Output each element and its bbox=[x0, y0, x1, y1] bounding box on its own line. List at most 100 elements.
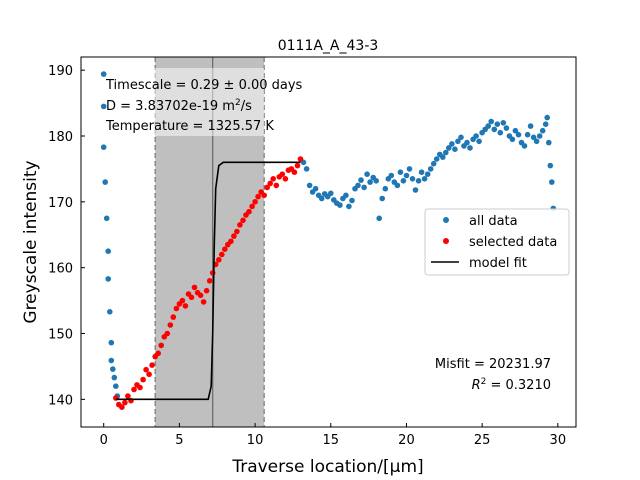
selected-data-point bbox=[143, 366, 149, 373]
all-data-point bbox=[409, 176, 416, 182]
all-data-point bbox=[108, 357, 115, 364]
all-data-point bbox=[312, 185, 319, 192]
all-data-point bbox=[443, 149, 449, 156]
all-data-point bbox=[533, 138, 540, 145]
all-data-point bbox=[349, 197, 355, 204]
selected-data-point bbox=[167, 322, 174, 328]
selected-data-point bbox=[255, 193, 261, 200]
all-data-point bbox=[346, 203, 352, 210]
selected-data-point bbox=[240, 217, 246, 224]
all-data-point bbox=[427, 166, 434, 172]
all-data-point bbox=[364, 171, 370, 177]
selected-data-point bbox=[270, 176, 277, 182]
selected-data-point bbox=[137, 384, 143, 391]
selected-data-point bbox=[249, 203, 255, 210]
selected-data-point bbox=[200, 299, 207, 305]
timescale-label: Timescale = 0.29 ± 0.00 days bbox=[105, 78, 303, 93]
legend-label-model-fit: model fit bbox=[469, 256, 527, 271]
selected-data-point bbox=[149, 362, 155, 368]
x-axis-label: Traverse location/[μm] bbox=[231, 457, 423, 477]
selected-data-point bbox=[222, 246, 228, 252]
plot-frame bbox=[80, 56, 577, 428]
selected-data-point bbox=[252, 199, 258, 205]
all-data-point bbox=[355, 182, 361, 189]
all-data-point bbox=[415, 178, 422, 184]
all-data-point bbox=[373, 178, 380, 184]
diffusivity-label: D = 3.83702e-19 m2/s bbox=[106, 98, 252, 114]
selected-data-point bbox=[294, 162, 301, 169]
selected-data-point bbox=[155, 350, 161, 357]
all-data-point bbox=[542, 121, 549, 127]
y-axis-label: Greyscale intensity bbox=[21, 160, 41, 323]
y-tick-label: 150 bbox=[48, 328, 73, 343]
selected-data-point bbox=[146, 371, 152, 378]
all-data-point bbox=[491, 126, 498, 133]
all-data-point bbox=[303, 166, 310, 172]
misfit-label: Misfit = 20231.97 bbox=[435, 357, 551, 372]
all-data-point bbox=[361, 184, 367, 191]
chart-title: 0111A_A_43-3 bbox=[278, 38, 379, 54]
all-data-point bbox=[464, 139, 470, 146]
all-data-point bbox=[400, 178, 407, 184]
all-data-point bbox=[544, 114, 550, 121]
all-data-point bbox=[473, 133, 479, 139]
selected-data-point bbox=[273, 182, 280, 189]
selected-data-point bbox=[219, 251, 225, 258]
x-tick-label: 0 bbox=[100, 433, 108, 448]
selected-data-point bbox=[206, 278, 213, 284]
all-data-point bbox=[105, 276, 111, 282]
selected-data-point bbox=[158, 342, 164, 349]
all-data-point bbox=[485, 123, 492, 129]
all-data-point bbox=[546, 139, 552, 146]
all-data-point bbox=[379, 195, 386, 202]
selected-data-point bbox=[291, 169, 298, 175]
x-tick-label: 15 bbox=[322, 433, 339, 448]
selected-data-point bbox=[264, 184, 271, 191]
all-data-point bbox=[521, 143, 528, 149]
all-data-point bbox=[467, 145, 473, 151]
all-data-point bbox=[108, 339, 115, 346]
selected-data-point bbox=[119, 404, 125, 411]
selected-data-point bbox=[125, 393, 131, 399]
selected-data-point bbox=[279, 171, 286, 177]
x-tick-label: 10 bbox=[247, 433, 264, 448]
all-data-point bbox=[500, 120, 507, 126]
x-tick-label: 30 bbox=[550, 433, 567, 448]
legend-label-selected-data: selected data bbox=[469, 235, 557, 250]
all-data-point bbox=[110, 366, 116, 372]
all-data-point bbox=[103, 215, 110, 222]
all-data-point bbox=[358, 177, 364, 183]
all-data-point bbox=[530, 134, 537, 141]
all-data-point bbox=[424, 171, 431, 177]
all-data-point bbox=[440, 154, 446, 160]
selected-data-point bbox=[191, 284, 198, 291]
all-data-point bbox=[449, 141, 455, 147]
selected-data-point bbox=[297, 156, 304, 162]
all-data-point bbox=[306, 182, 313, 189]
y-tick-label: 180 bbox=[48, 130, 73, 145]
all-data-point bbox=[421, 176, 428, 182]
all-data-point bbox=[318, 195, 325, 202]
all-data-point bbox=[418, 169, 425, 175]
all-data-point bbox=[524, 131, 531, 138]
all-data-point bbox=[100, 71, 107, 77]
all-data-point bbox=[458, 134, 464, 141]
legend-label-all-data: all data bbox=[469, 214, 518, 229]
y-tick-label: 190 bbox=[48, 64, 73, 79]
all-data-point bbox=[503, 125, 510, 131]
r-squared-label: R2 = 0.3210 bbox=[472, 377, 551, 393]
all-data-point bbox=[527, 123, 534, 129]
all-data-point bbox=[509, 136, 516, 143]
legend-marker-selected-data bbox=[443, 238, 449, 244]
all-data-point bbox=[512, 127, 519, 134]
all-data-point bbox=[102, 179, 108, 185]
selected-data-point bbox=[231, 233, 237, 239]
all-data-point bbox=[476, 138, 482, 145]
all-data-point bbox=[397, 169, 404, 175]
all-data-point bbox=[455, 138, 461, 145]
all-data-point bbox=[105, 248, 111, 254]
all-data-point bbox=[452, 146, 458, 152]
all-data-point bbox=[488, 118, 495, 125]
selected-data-point bbox=[122, 399, 128, 406]
